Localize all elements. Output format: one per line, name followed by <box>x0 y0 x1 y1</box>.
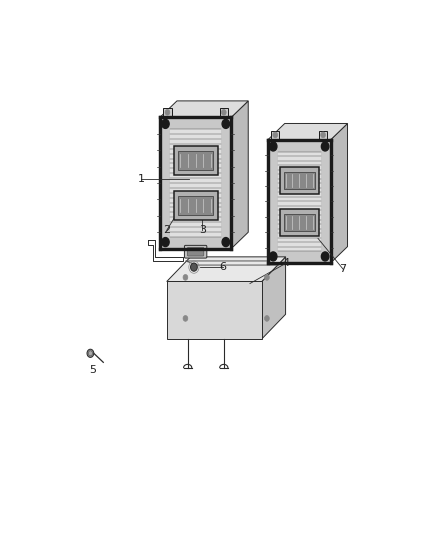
Text: 7: 7 <box>339 264 346 274</box>
Polygon shape <box>219 108 228 117</box>
Text: 1: 1 <box>138 174 145 184</box>
Polygon shape <box>280 167 318 194</box>
FancyBboxPatch shape <box>184 245 207 258</box>
Polygon shape <box>280 209 318 236</box>
Circle shape <box>269 142 277 151</box>
Circle shape <box>265 274 269 280</box>
Polygon shape <box>167 257 286 281</box>
Circle shape <box>321 142 329 151</box>
Polygon shape <box>319 131 327 140</box>
Polygon shape <box>268 124 347 140</box>
Circle shape <box>265 316 269 321</box>
Polygon shape <box>173 146 218 175</box>
Circle shape <box>269 252 277 261</box>
Polygon shape <box>163 108 172 117</box>
Polygon shape <box>178 151 213 170</box>
Circle shape <box>87 349 94 358</box>
Circle shape <box>183 274 188 280</box>
Polygon shape <box>268 140 331 263</box>
Circle shape <box>88 351 92 356</box>
Text: 4: 4 <box>282 259 289 269</box>
Text: 3: 3 <box>199 225 206 235</box>
Circle shape <box>162 119 169 128</box>
Circle shape <box>183 316 188 321</box>
Text: 2: 2 <box>163 225 170 235</box>
Polygon shape <box>262 257 286 339</box>
Text: 5: 5 <box>90 365 97 375</box>
Polygon shape <box>331 124 347 263</box>
Circle shape <box>222 109 226 115</box>
FancyBboxPatch shape <box>187 247 204 256</box>
Polygon shape <box>231 101 248 248</box>
Text: 6: 6 <box>219 262 226 272</box>
Polygon shape <box>284 214 314 231</box>
Polygon shape <box>160 117 231 248</box>
Circle shape <box>222 238 230 247</box>
Circle shape <box>321 252 329 261</box>
Circle shape <box>165 109 170 115</box>
Polygon shape <box>178 196 213 215</box>
Polygon shape <box>278 152 321 251</box>
Polygon shape <box>284 172 314 189</box>
Polygon shape <box>170 129 222 237</box>
Polygon shape <box>173 191 218 220</box>
Polygon shape <box>167 281 262 339</box>
Circle shape <box>222 119 230 128</box>
Polygon shape <box>271 131 279 140</box>
Polygon shape <box>160 101 248 117</box>
Circle shape <box>321 132 325 138</box>
Circle shape <box>162 238 169 247</box>
Circle shape <box>191 263 197 271</box>
Circle shape <box>273 132 278 138</box>
